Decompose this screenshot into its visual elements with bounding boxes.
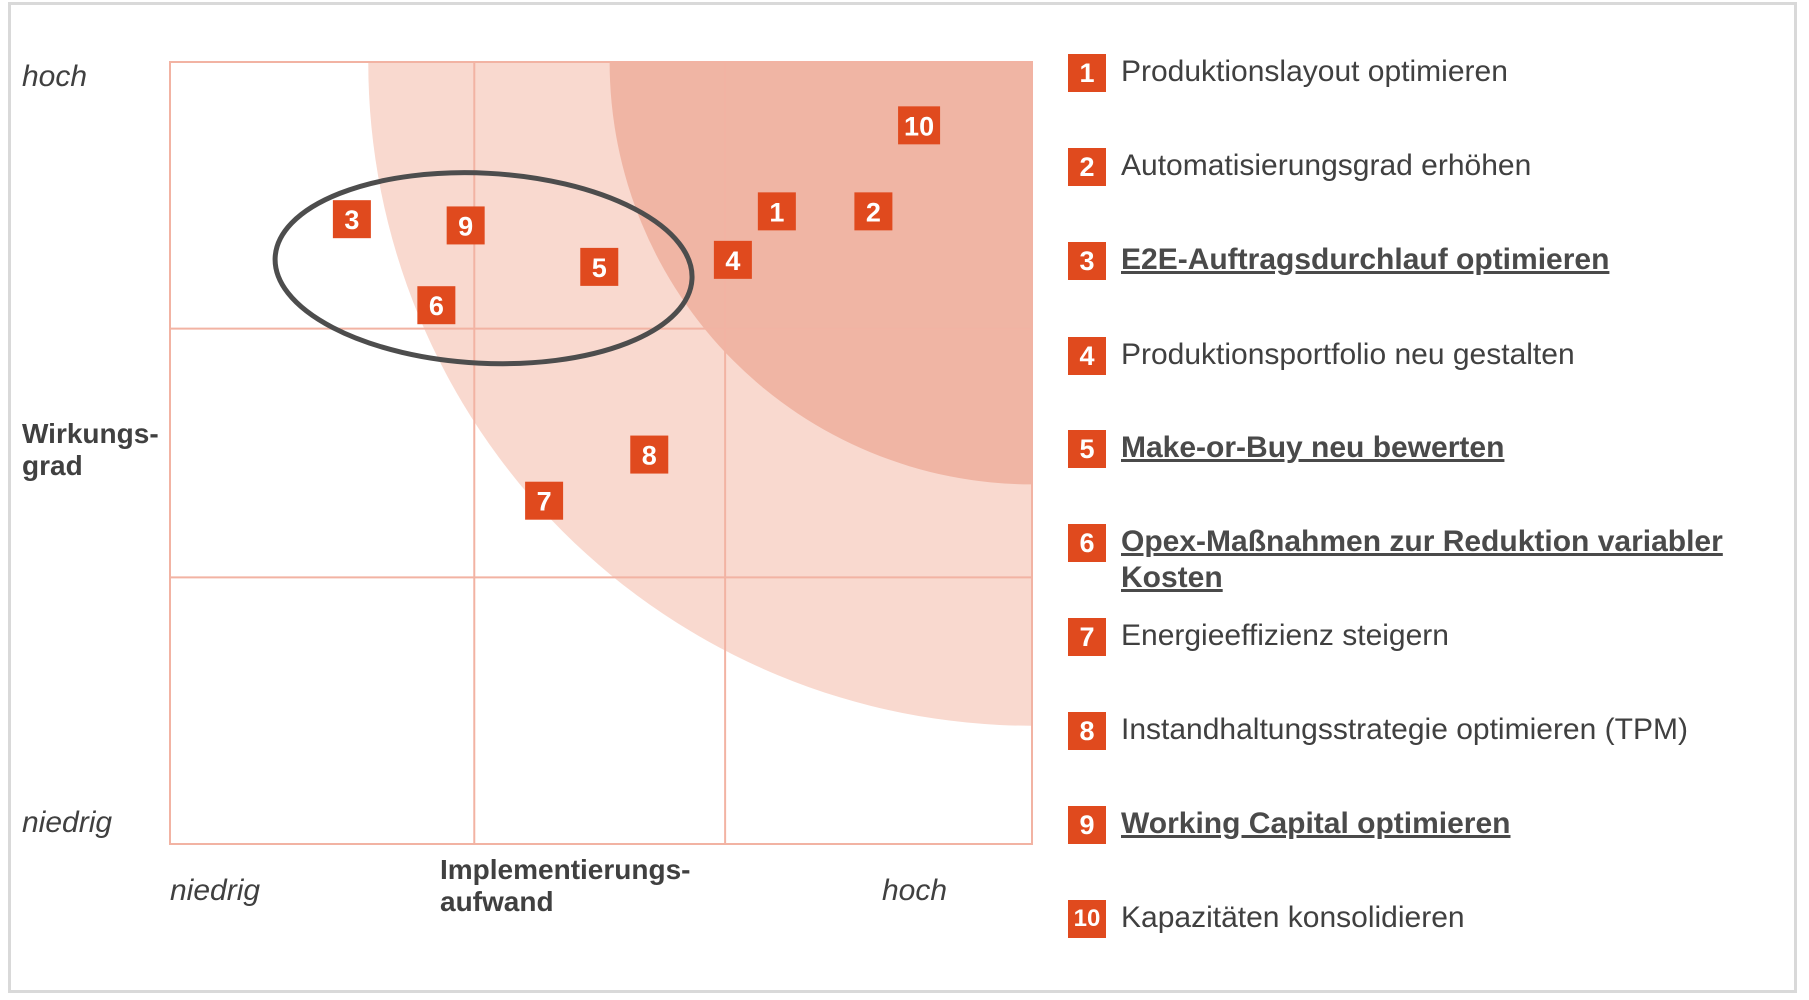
legend-label: Instandhaltungsstrategie optimieren (TPM… [1121,713,1688,746]
legend-badge: 9 [1068,806,1106,844]
legend-item-8: 8 Instandhaltungsstrategie optimieren (TP… [1068,712,1781,750]
legend-label: Produktionslayout optimieren [1121,55,1508,88]
point-label-7: 7 [537,487,552,517]
legend-badge: 4 [1068,337,1106,375]
legend-item-3: 3 E2E-Auftragsdurchlauf optimieren [1068,242,1781,280]
legend-item-2: 2 Automatisierungsgrad erhöhen [1068,148,1781,186]
legend-label: E2E-Auftragsdurchlauf optimieren [1121,243,1610,276]
point-marker-5 [580,247,619,286]
point-marker-9 [446,206,485,245]
legend-label: Opex-Maßnahmen zur Reduktion variabler K… [1121,525,1723,594]
point-marker-7 [525,481,564,520]
y-axis-title: Wirkungs- grad [22,418,159,481]
point-marker-8 [630,435,669,474]
x-low-label: niedrig [170,874,261,907]
point-label-10: 10 [904,111,934,141]
legend-badge: 2 [1068,148,1106,186]
point-marker-10 [898,106,941,145]
point-marker-4 [713,240,752,279]
x-axis-title: Implementierungs- aufwand [440,854,691,917]
point-label-4: 4 [725,246,740,276]
highlight-ellipse [272,170,695,367]
legend-label: Working Capital optimieren [1121,807,1511,840]
point-marker-6 [417,286,456,325]
legend-label: Produktionsportfolio neu gestalten [1121,338,1575,371]
legend-item-9: 9 Working Capital optimieren [1068,806,1781,844]
legend-badge: 3 [1068,242,1106,280]
legend-item-5: 5 Make-or-Buy neu bewerten [1068,430,1781,468]
legend-item-7: 7 Energieeffizienz steigern [1068,618,1781,656]
point-label-1: 1 [769,197,784,227]
legend-badge: 8 [1068,712,1106,750]
legend-item-4: 4 Produktionsportfolio neu gestalten [1068,337,1781,375]
legend-item-10: 10 Kapazitäten konsolidieren [1068,900,1781,938]
y-low-label: niedrig [22,806,113,839]
legend-label: Energieeffizienz steigern [1121,619,1449,652]
x-high-label: hoch [882,874,948,907]
point-marker-3 [332,200,371,239]
point-label-2: 2 [866,197,881,227]
legend-badge: 5 [1068,430,1106,468]
point-label-9: 9 [458,211,473,241]
legend-item-1: 1 Produktionslayout optimieren [1068,54,1781,92]
legend-label: Kapazitäten konsolidieren [1121,901,1465,934]
zone-dark [609,62,1032,485]
legend-label: Automatisierungsgrad erhöhen [1121,149,1532,182]
point-label-6: 6 [429,291,444,321]
point-label-5: 5 [592,253,607,283]
point-marker-1 [757,192,796,231]
legend-badge: 6 [1068,524,1106,562]
y-high-label: hoch [22,60,88,93]
legend-badge: 1 [1068,54,1106,92]
legend-item-6: 6 Opex-Maßnahmen zur Reduktion variabler … [1068,524,1781,596]
legend-badge: 7 [1068,618,1106,656]
point-label-3: 3 [344,205,359,235]
legend-badge: 10 [1068,900,1106,938]
legend-label: Make-or-Buy neu bewerten [1121,431,1505,464]
plot-border [169,61,1033,845]
point-marker-2 [854,192,893,231]
point-label-8: 8 [642,441,657,471]
legend: 1 Produktionslayout optimieren 2 Automatisi… [1068,0,1808,1000]
